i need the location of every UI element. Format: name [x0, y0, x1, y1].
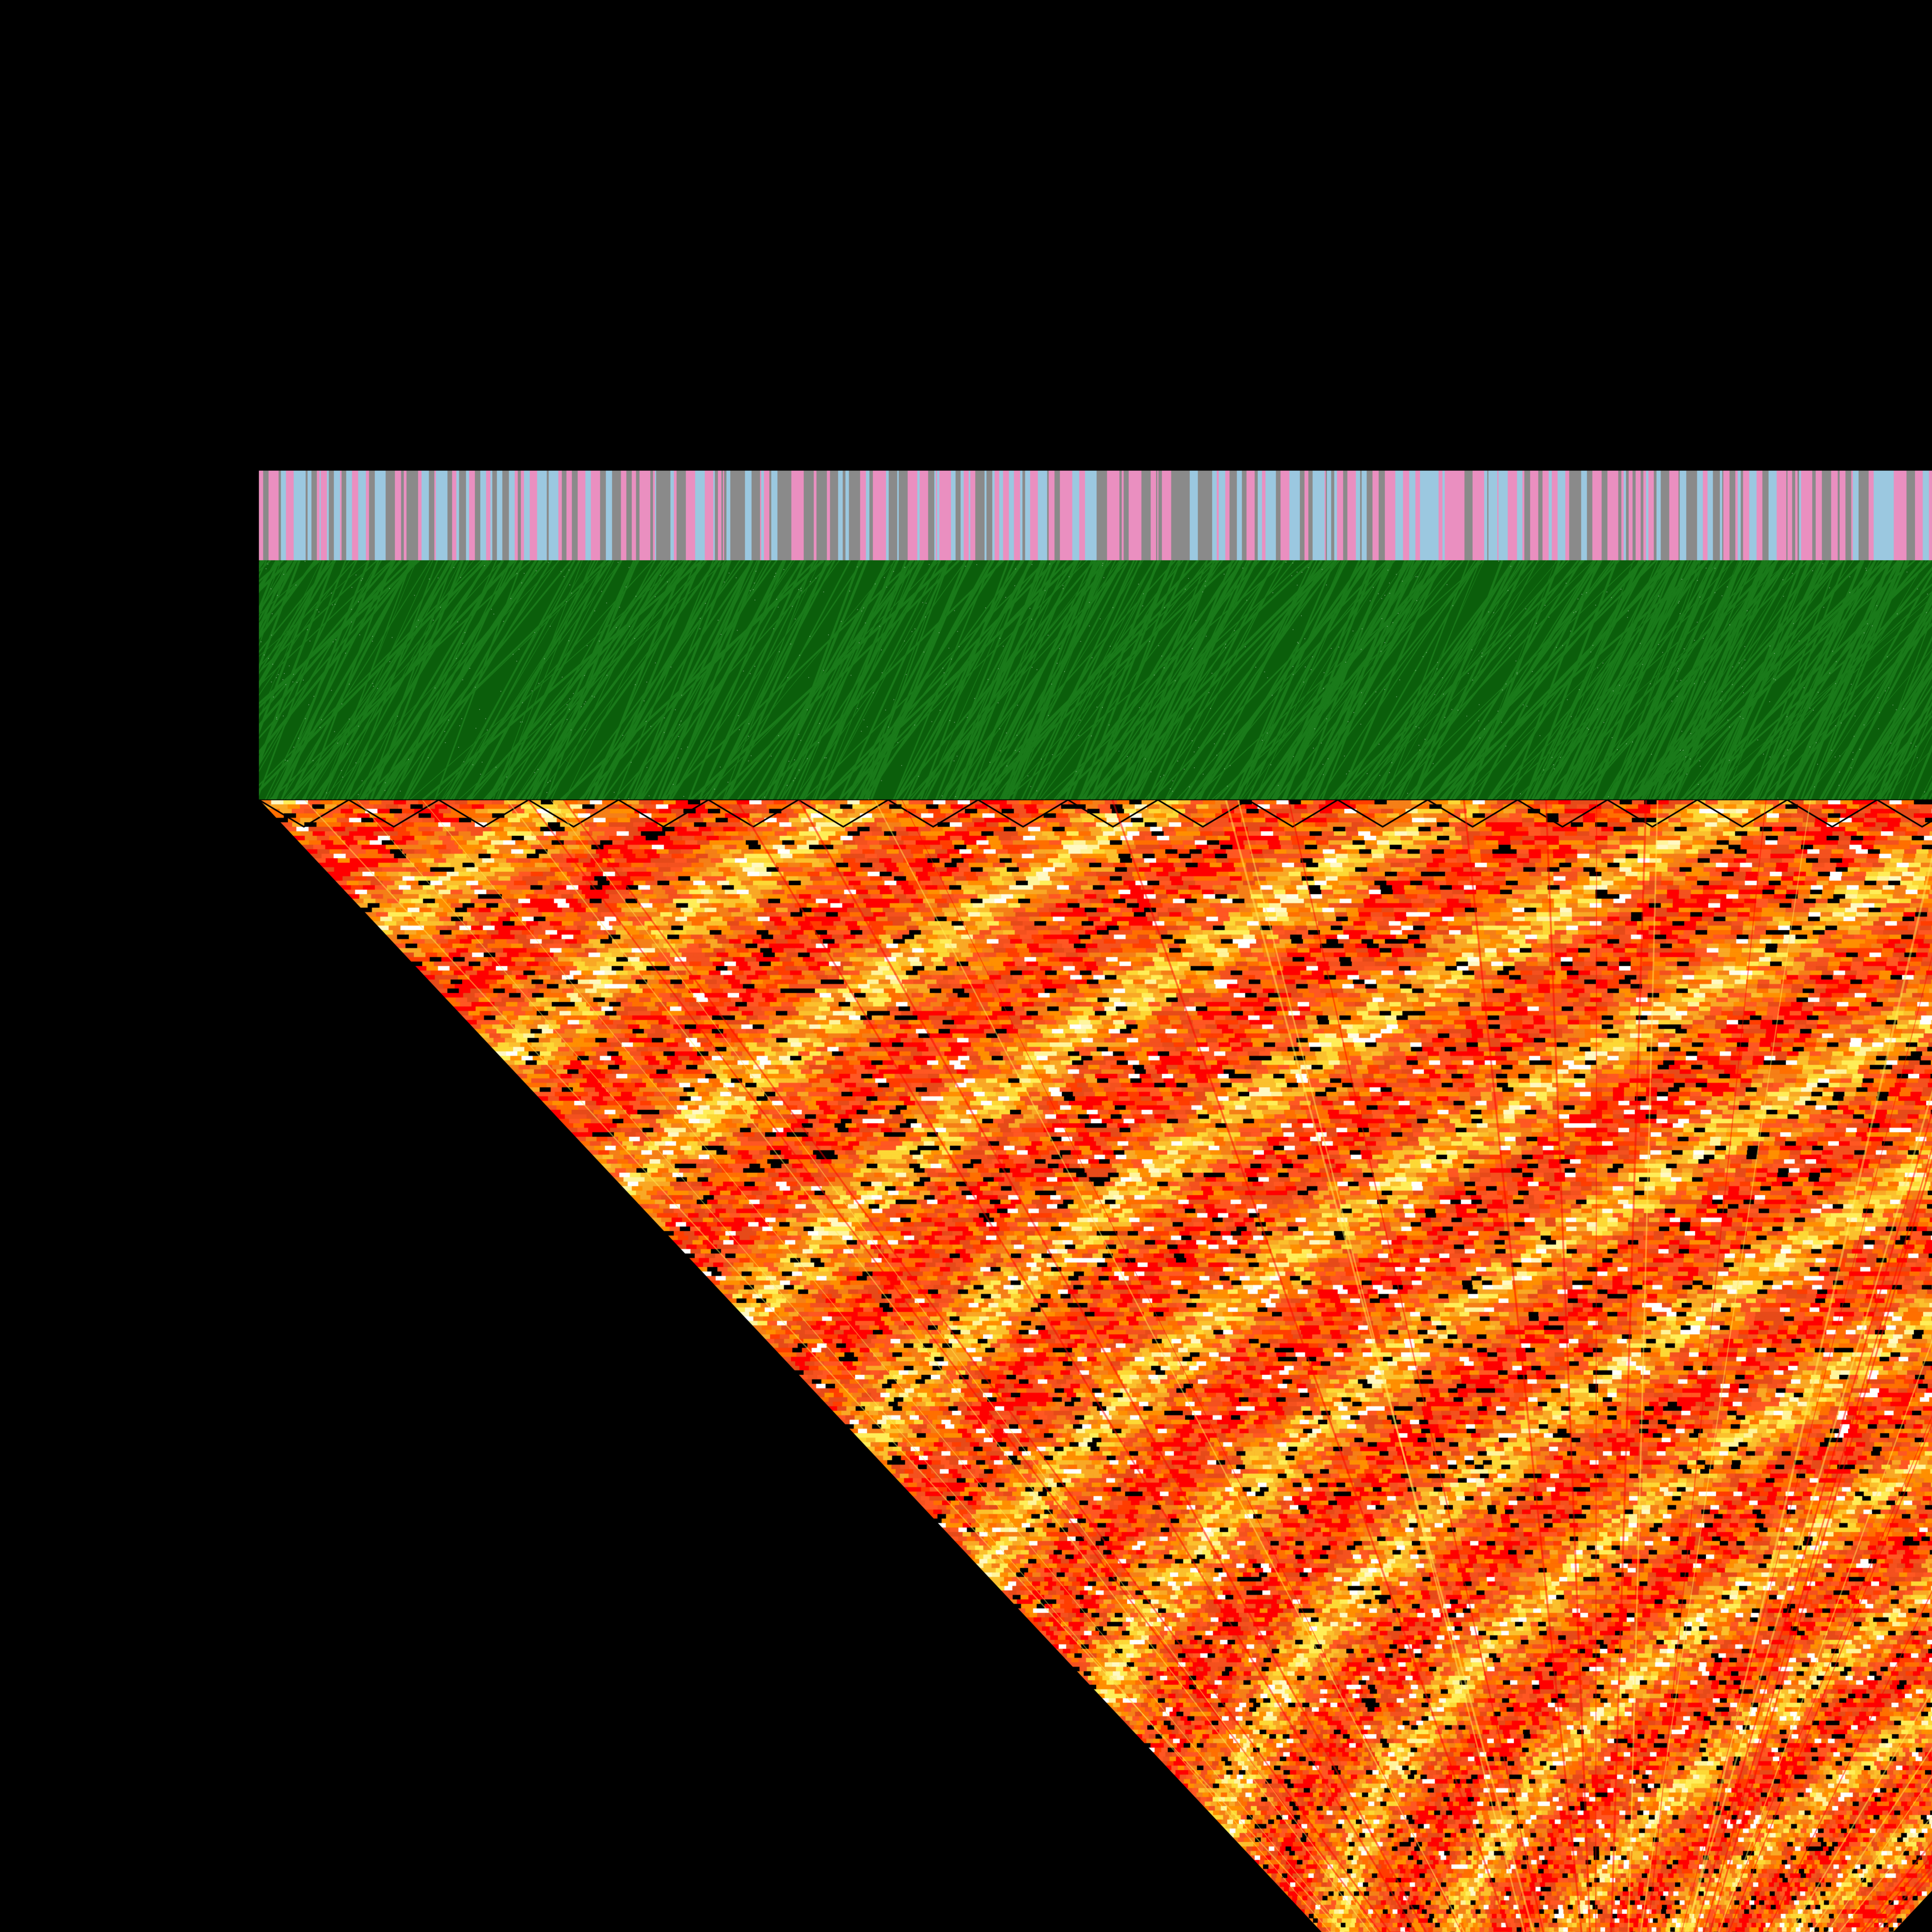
chart-stage — [0, 0, 1932, 1932]
heatmap-canvas — [0, 0, 1932, 1932]
